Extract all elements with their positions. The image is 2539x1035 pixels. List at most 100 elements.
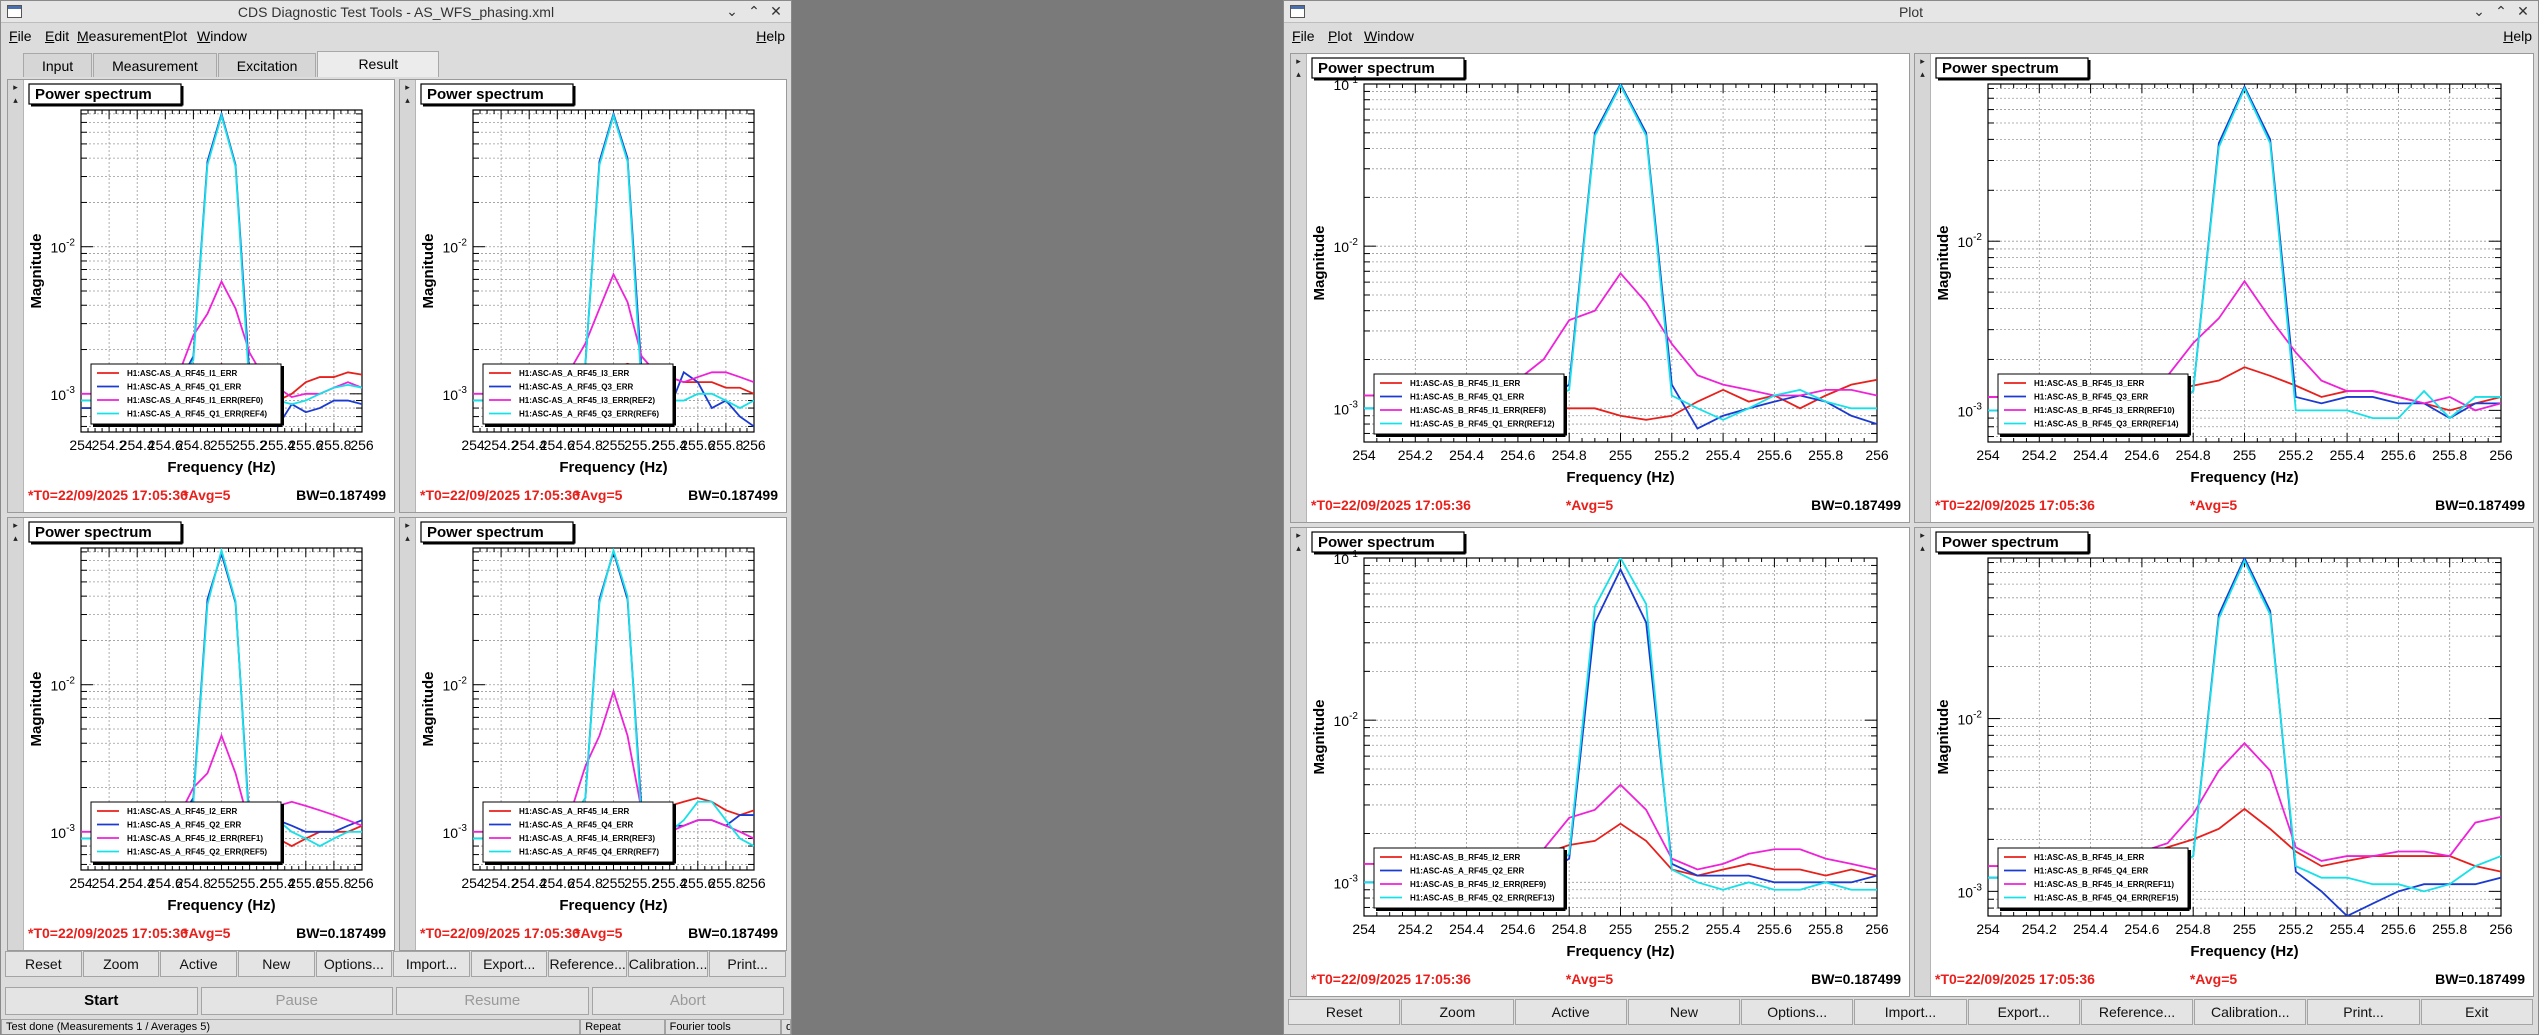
diag-menubar: File Edit Measurement Plot Window Help [1,24,791,48]
pause-button[interactable]: Pause [200,987,393,1015]
plot-bw-label: BW=0.187499 [688,487,778,503]
left-reset-button[interactable]: Reset [5,951,82,977]
legend-entry: H1:ASC-AS_A_RF45_Q1_ERR(REF4) [127,410,267,419]
x-tick-label: 256 [2489,921,2513,937]
right-active-button[interactable]: Active [1514,999,1627,1025]
tab-input[interactable]: Input [23,53,93,77]
left-export-button[interactable]: Export... [470,951,548,977]
left-calibration-button[interactable]: Calibration... [627,951,709,977]
x-tick-label: 254.6 [1500,921,1535,937]
left-plot-grid: ▸ ▴ Power spectrum 254 254.2 254.4 254.6 254.8 2… [7,79,787,951]
plot-maximize-icon[interactable]: ⌃ [2495,3,2507,19]
x-tick-label: 254.8 [176,875,211,891]
x-axis-label: Frequency (Hz) [1566,469,1674,486]
legend-entry: H1:ASC-AS_B_RF45_I2_ERR(REF9) [1410,880,1546,889]
plot-svg: Power spectrum254254.2254.4254.6254.8255… [420,521,778,941]
plot-titlebar[interactable]: Plot ⌄ ⌃ ✕ [1284,1,2538,23]
plot-menu-plot[interactable]: Plot [1328,28,1353,44]
plot-close-icon[interactable]: ✕ [2517,3,2529,19]
plot-pane-1[interactable]: ▸ ▴ Power spectrum 254 254.2 254.4 254.6 254.8 2… [399,79,787,513]
tab-measurement[interactable]: Measurement [93,53,217,77]
abort-button[interactable]: Abort [591,987,784,1015]
maximize-icon[interactable]: ⌃ [748,3,760,19]
menu-file[interactable]: File [9,28,32,44]
right-import-button[interactable]: Import... [1854,999,1967,1025]
pane-up-arrow-icon[interactable]: ▸ [1920,530,1925,540]
right-zoom-button[interactable]: Zoom [1401,999,1514,1025]
x-tick-label: 256 [350,437,374,453]
diag-titlebar[interactable]: CDS Diagnostic Test Tools - AS_WFS_phasi… [1,1,791,23]
pane-up-arrow-icon[interactable]: ▸ [405,520,410,530]
left-print-button[interactable]: Print... [709,951,786,977]
legend-entry: H1:ASC-AS_A_RF45_I4_ERR [519,807,629,816]
pane-down-arrow-icon[interactable]: ▴ [1296,69,1301,79]
left-import-button[interactable]: Import... [393,951,470,977]
right-exit-button[interactable]: Exit [2420,999,2533,1025]
legend-entry: H1:ASC-AS_B_RF45_I4_ERR [2034,853,2144,862]
left-new-button[interactable]: New [237,951,315,977]
menu-plot[interactable]: Plot [163,28,188,44]
plot-menu-help[interactable]: Help [2503,28,2532,44]
menu-measurement[interactable]: Measurement [77,28,163,44]
pane-up-arrow-icon[interactable]: ▸ [13,82,18,92]
pane-side-controls: ▸ ▴ [1915,54,1931,522]
pane-up-arrow-icon[interactable]: ▸ [405,82,410,92]
minimize-icon[interactable]: ⌄ [726,3,738,19]
plot-bw-label: BW=0.187499 [1811,497,1901,513]
start-button[interactable]: Start [5,987,198,1015]
pane-down-arrow-icon[interactable]: ▴ [1296,543,1301,553]
pane-up-arrow-icon[interactable]: ▸ [13,520,18,530]
x-tick-label: 255.6 [288,875,323,891]
pane-up-arrow-icon[interactable]: ▸ [1296,530,1301,540]
right-export-button[interactable]: Export... [1967,999,2080,1025]
left-zoom-button[interactable]: Zoom [82,951,160,977]
pane-up-arrow-icon[interactable]: ▸ [1920,56,1925,66]
plot-pane-0[interactable]: ▸ ▴ Power spectrum 254 254.2 254.4 254.6 254.8 2… [7,79,395,513]
tab-result[interactable]: Result [317,51,440,77]
plot-menu-window[interactable]: Window [1364,28,1414,44]
x-axis-label: Frequency (Hz) [559,897,667,914]
pane-down-arrow-icon[interactable]: ▴ [1920,69,1925,79]
pane-down-arrow-icon[interactable]: ▴ [13,533,18,543]
pane-down-arrow-icon[interactable]: ▴ [1920,543,1925,553]
plot-minimize-icon[interactable]: ⌄ [2473,3,2485,19]
pane-side-controls: ▸ ▴ [400,80,416,512]
tab-excitation[interactable]: Excitation [217,53,317,77]
pane-up-arrow-icon[interactable]: ▸ [1296,56,1301,66]
left-reference-button[interactable]: Reference... [548,951,627,977]
plot-pane-2[interactable]: ▸ ▴ Power spectrum 254 254.2 254.4 254.6 254.8 2… [7,517,395,951]
x-tick-label: 254.6 [540,875,575,891]
left-options-button[interactable]: Options... [315,951,393,977]
close-icon[interactable]: ✕ [770,3,782,19]
x-tick-label: 255.6 [288,437,323,453]
right-plot-grid: ▸ ▴ Power spectrum 254 254.2 254.4 254.6 254.8 2… [1290,53,2534,997]
right-calibration-button[interactable]: Calibration... [2194,999,2307,1025]
y-tick-label: 10-1 [1334,75,1359,93]
plot-bw-label: BW=0.187499 [296,925,386,941]
plot-pane-5[interactable]: ▸ ▴ Power spectrum 254 254.2 254.4 254.6 254.8 2… [1914,53,2534,523]
menu-edit[interactable]: Edit [45,28,70,44]
plot-pane-7[interactable]: ▸ ▴ Power spectrum 254 254.2 254.4 254.6 254.8 2… [1914,527,2534,997]
legend-entry: H1:ASC-AS_A_RF45_I4_ERR(REF3) [519,834,655,843]
status-repeat: Repeat [580,1019,665,1034]
plot-menu-file[interactable]: File [1292,28,1315,44]
right-options-button[interactable]: Options... [1741,999,1854,1025]
menu-help[interactable]: Help [756,28,785,44]
pane-down-arrow-icon[interactable]: ▴ [405,533,410,543]
legend-entry: H1:ASC-AS_A_RF45_I3_ERR(REF2) [519,396,655,405]
pane-down-arrow-icon[interactable]: ▴ [13,95,18,105]
plot-pane-4[interactable]: ▸ ▴ Power spectrum 254 254.2 254.4 254.6 254.8 2… [1290,53,1910,523]
plot-pane-3[interactable]: ▸ ▴ Power spectrum 254 254.2 254.4 254.6 254.8 2… [399,517,787,951]
resume-button[interactable]: Resume [396,987,589,1015]
plot-ticks [1363,557,1878,916]
right-reference-button[interactable]: Reference... [2080,999,2194,1025]
x-tick-label: 254.2 [1398,921,1433,937]
plot-pane-6[interactable]: ▸ ▴ Power spectrum 254 254.2 254.4 254.6 254.8 2… [1290,527,1910,997]
right-new-button[interactable]: New [1627,999,1741,1025]
pane-down-arrow-icon[interactable]: ▴ [405,95,410,105]
left-active-button[interactable]: Active [160,951,237,977]
right-reset-button[interactable]: Reset [1288,999,1401,1025]
x-tick-label: 255 [1609,921,1633,937]
menu-window[interactable]: Window [197,28,247,44]
right-print-button[interactable]: Print... [2307,999,2420,1025]
